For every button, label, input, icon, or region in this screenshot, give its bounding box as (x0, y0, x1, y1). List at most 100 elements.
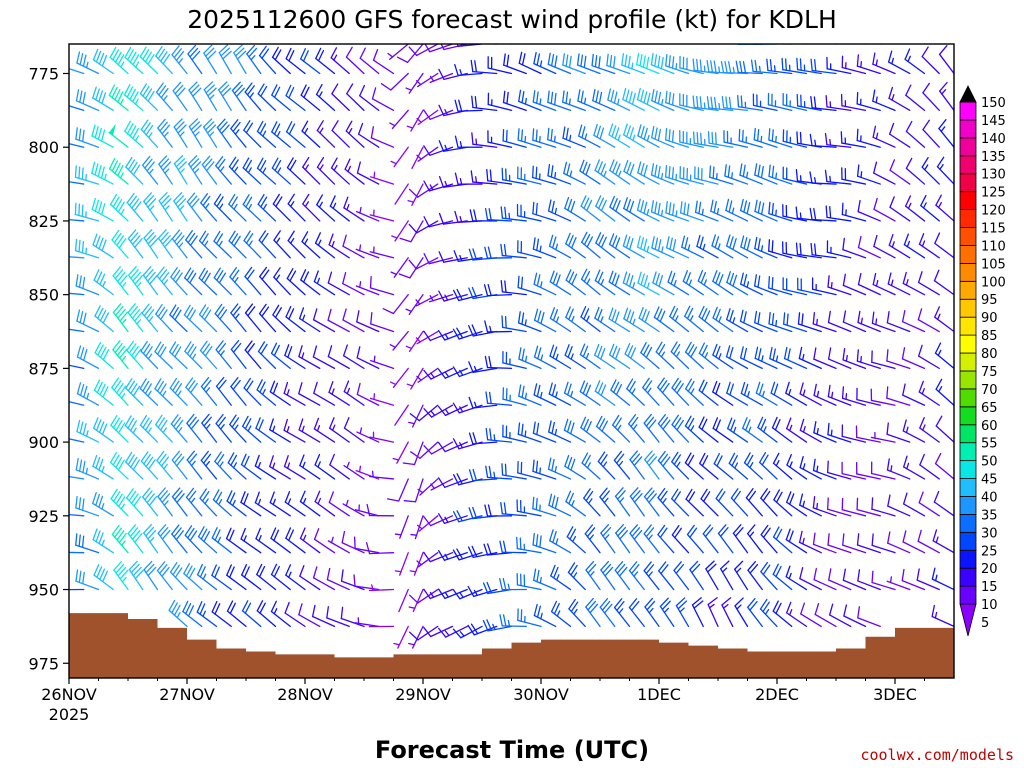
wind-barb (329, 453, 350, 480)
wind-barb (91, 197, 114, 222)
wind-barb (258, 230, 277, 259)
wind-barb (365, 542, 395, 555)
wind-barb (772, 563, 793, 591)
wind-barb (242, 194, 262, 222)
wind-barb (771, 416, 793, 443)
wind-barb (712, 270, 734, 296)
wind-barb (328, 381, 350, 406)
wind-barb (600, 560, 616, 591)
wind-barb (696, 234, 719, 259)
wind-barb (196, 563, 218, 591)
wind-barb (740, 381, 763, 406)
wind-barb (182, 600, 203, 628)
colorbar-label: 100 (981, 275, 1006, 290)
wind-barb (271, 157, 291, 185)
wind-barb (786, 453, 808, 480)
wind-barb (873, 161, 896, 185)
wind-barb (579, 380, 601, 406)
wind-barb (299, 454, 321, 480)
wind-barb (286, 157, 306, 185)
wind-barb (356, 161, 380, 185)
wind-barb (326, 606, 350, 628)
wind-barb (258, 303, 277, 333)
wind-barb (359, 84, 380, 111)
wind-barb (651, 236, 675, 259)
wind-barb (595, 195, 616, 222)
wind-barb (712, 343, 734, 370)
wind-barb (812, 311, 837, 333)
colorbar-swatch (959, 155, 977, 175)
y-tick-label: 875 (28, 359, 59, 378)
wind-barb (628, 414, 645, 443)
wind-barb (768, 276, 793, 296)
wind-barb (843, 604, 867, 628)
wind-barb (470, 59, 498, 75)
wind-barb (781, 57, 808, 75)
wind-barb (797, 277, 822, 296)
wind-barb (629, 524, 645, 554)
wind-barb (782, 166, 808, 185)
wind-barb (893, 44, 896, 45)
wind-barb (69, 551, 85, 554)
wind-barb (622, 234, 645, 259)
wind-barb (93, 269, 114, 296)
wind-barb (637, 161, 660, 185)
wind-barb (698, 342, 719, 370)
wind-barb (170, 414, 188, 443)
wind-barb (840, 131, 867, 148)
wind-barb (516, 203, 542, 222)
wind-barb (782, 277, 808, 296)
wind-barb (76, 382, 100, 406)
wind-barb (795, 242, 822, 259)
wind-barb (798, 530, 822, 554)
wind-barb (595, 415, 616, 443)
wind-barb (185, 487, 203, 517)
wind-barb (215, 376, 232, 406)
wind-barb (430, 478, 454, 491)
wind-barb (69, 478, 70, 480)
wind-barb (565, 306, 586, 333)
wind-barb (905, 157, 926, 185)
wind-barb (824, 169, 852, 185)
wind-barb (356, 346, 380, 370)
wind-barb (563, 161, 586, 185)
wind-barb (171, 450, 188, 480)
wind-barb (370, 126, 395, 148)
wind-barb (917, 344, 940, 370)
wind-barb (934, 342, 954, 370)
wind-barb (372, 49, 395, 75)
wind-barb (230, 377, 247, 406)
wind-barb (343, 417, 365, 443)
wind-barb (873, 234, 896, 259)
wind-barb (484, 504, 513, 517)
wind-barb (124, 415, 144, 443)
colorbar-swatch (959, 406, 977, 426)
wind-barb (69, 588, 85, 591)
wind-barb (754, 274, 778, 296)
wind-barb (454, 135, 483, 148)
wind-barb (402, 441, 424, 466)
wind-barb (754, 163, 778, 185)
wind-barb (856, 91, 881, 111)
colorbar-label: 65 (981, 401, 998, 416)
wind-barb (169, 377, 188, 406)
wind-barb (355, 281, 380, 296)
wind-barb (406, 109, 424, 132)
wind-barb (300, 84, 321, 111)
wind-barb (902, 383, 926, 406)
wind-barb (407, 183, 424, 206)
wind-barb (368, 470, 395, 480)
colorbar-label: 55 (981, 437, 998, 452)
wind-barb (470, 170, 498, 185)
colorbar-swatch (959, 478, 977, 497)
wind-barb (316, 120, 336, 148)
wind-barb (600, 524, 616, 554)
wind-barb (345, 46, 365, 75)
wind-barb (684, 415, 704, 443)
wind-barb (501, 463, 527, 480)
colorbar-swatch (959, 424, 977, 444)
wind-barb (299, 564, 321, 591)
wind-barb (840, 93, 867, 111)
wind-barb (285, 527, 306, 554)
wind-barb (273, 230, 291, 259)
